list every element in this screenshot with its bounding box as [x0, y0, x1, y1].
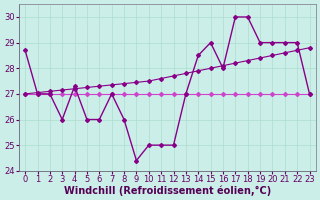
X-axis label: Windchill (Refroidissement éolien,°C): Windchill (Refroidissement éolien,°C)	[64, 185, 271, 196]
